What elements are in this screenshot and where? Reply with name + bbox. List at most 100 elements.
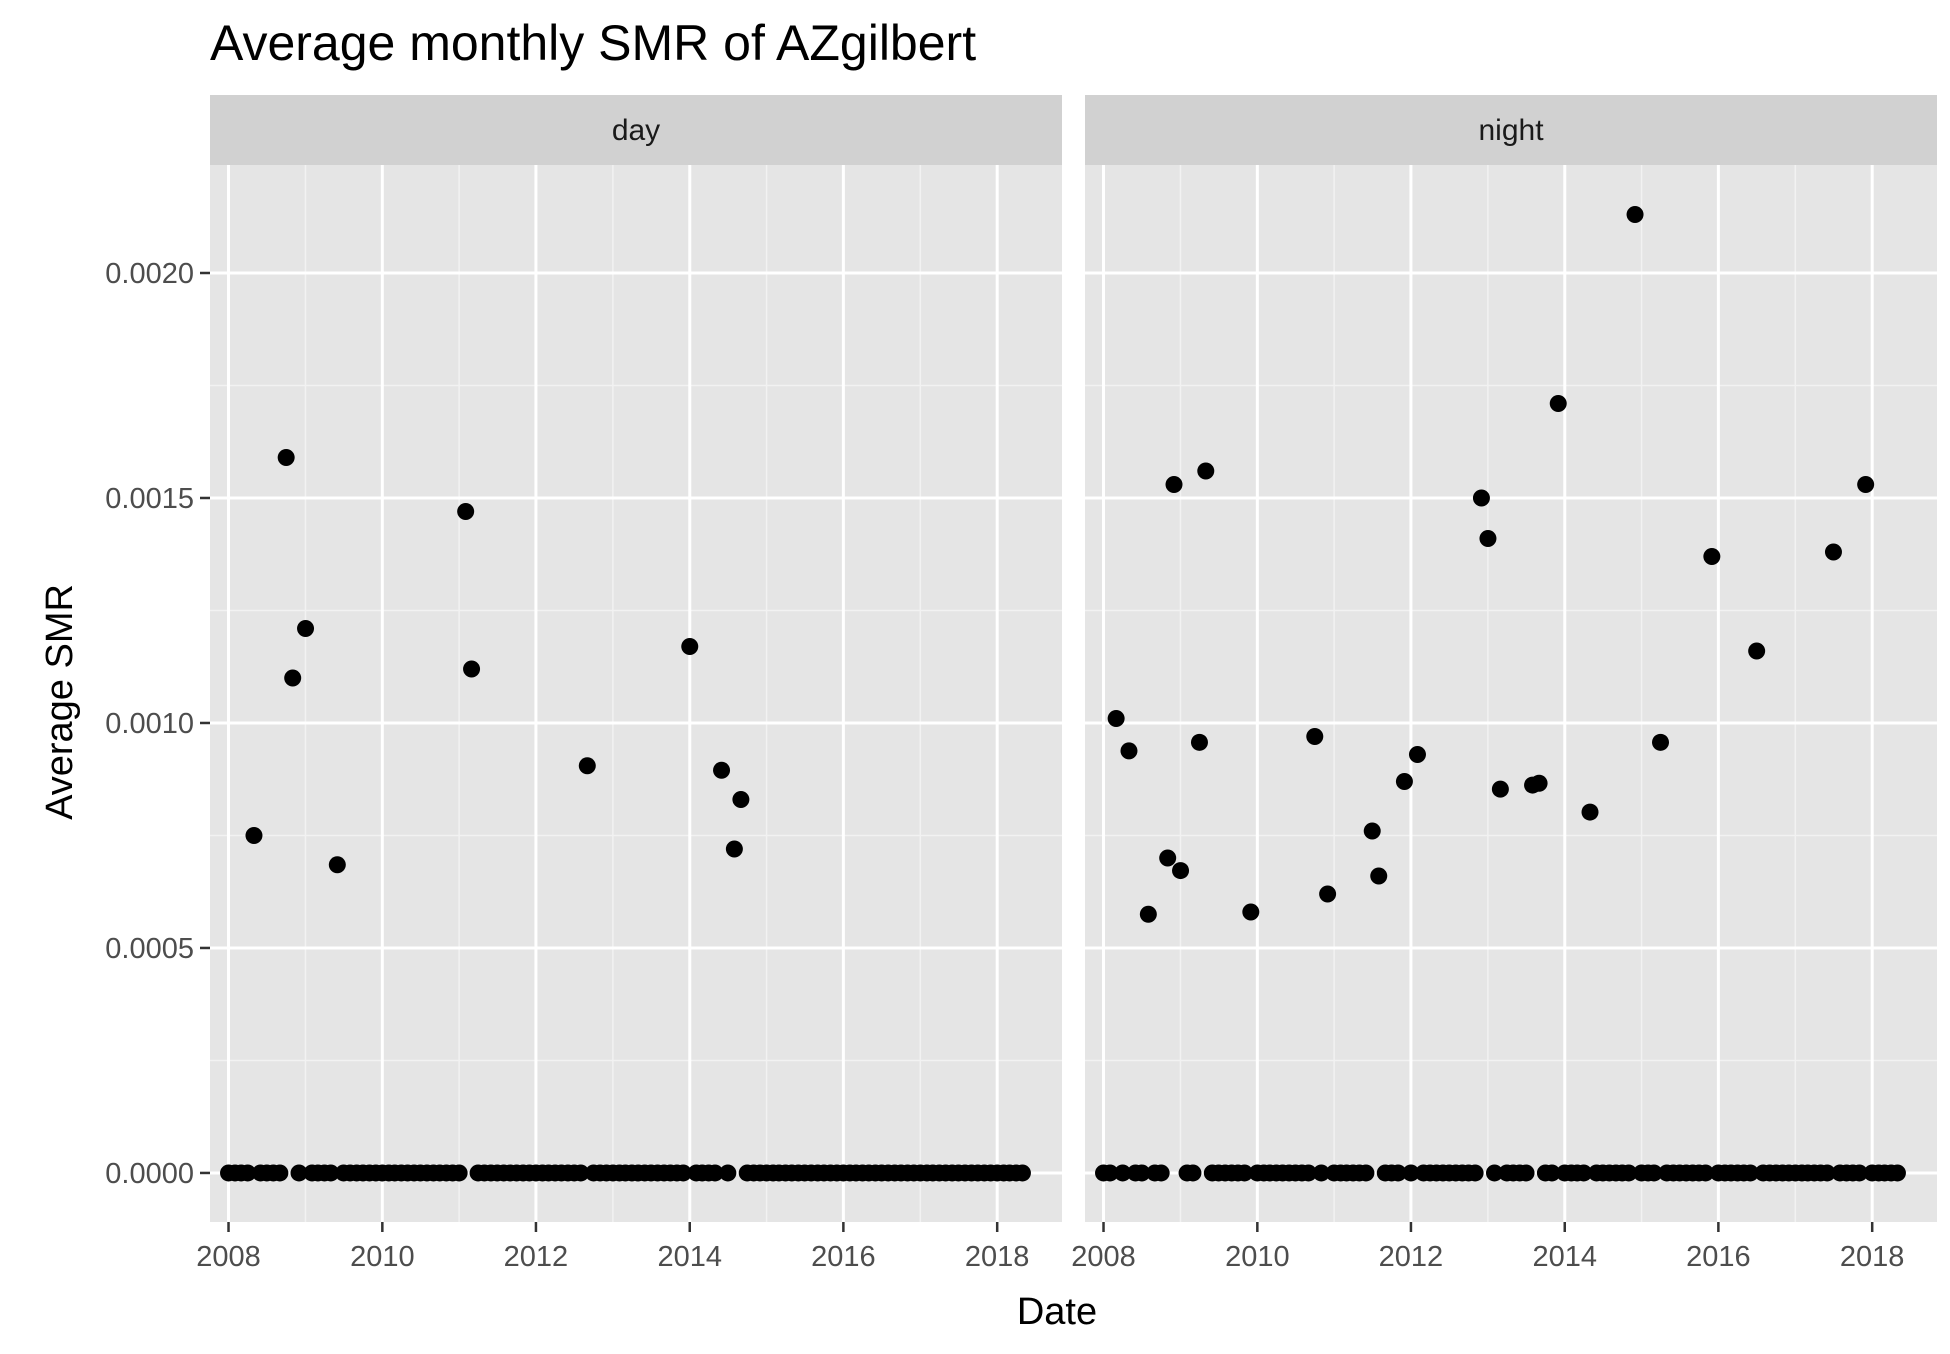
x-axes: 2008 2010 2012 2014 2016 2018 2008 2010 2012 2014… [196, 1222, 1904, 1273]
data-point [1152, 1164, 1170, 1182]
data-point [1120, 742, 1138, 760]
y-tick-label: 0.0005 [105, 933, 194, 965]
data-point [1472, 489, 1490, 507]
data-point [1107, 709, 1125, 727]
data-point [1703, 547, 1721, 565]
data-point [719, 1164, 737, 1182]
data-point [681, 637, 699, 655]
data-point [290, 1164, 308, 1182]
x-tick-label: 2008 [1071, 1241, 1136, 1273]
x-tick-label: 2012 [1379, 1241, 1444, 1273]
data-point [1101, 1164, 1119, 1182]
data-point [1818, 1164, 1836, 1182]
data-point [328, 856, 346, 874]
data-point [1652, 733, 1670, 751]
data-point [239, 1164, 257, 1182]
facet-strip [210, 95, 1062, 165]
data-point [1626, 205, 1644, 223]
x-tick-label: 2014 [658, 1241, 723, 1273]
y-tick-label: 0.0015 [105, 483, 194, 515]
data-point [572, 1164, 590, 1182]
data-point [1620, 1164, 1638, 1182]
data-point [1312, 1164, 1330, 1182]
data-point [1748, 642, 1766, 660]
data-point [578, 757, 596, 775]
facet-panel-night: night [1085, 95, 1937, 1222]
x-tick-label: 2008 [196, 1241, 261, 1273]
data-point [463, 660, 481, 678]
data-point [297, 619, 315, 637]
data-point [1306, 727, 1324, 745]
data-point [1408, 745, 1426, 763]
data-point [713, 761, 731, 779]
data-point [1013, 1164, 1031, 1182]
data-point [1517, 1164, 1535, 1182]
x-tick-label: 2012 [504, 1241, 569, 1273]
x-tick-label: 2014 [1533, 1241, 1598, 1273]
data-point [1319, 885, 1337, 903]
data-point [1466, 1164, 1484, 1182]
data-point [1485, 1164, 1503, 1182]
x-tick-label: 2018 [1840, 1241, 1905, 1273]
data-point [1530, 774, 1548, 792]
data-point [1479, 529, 1497, 547]
x-tick-label: 2010 [350, 1241, 415, 1273]
panel-background [210, 165, 1062, 1222]
data-point [1645, 1164, 1663, 1182]
x-tick-label: 2018 [965, 1241, 1030, 1273]
y-tick-label: 0.0000 [105, 1158, 194, 1190]
x-tick-label: 2010 [1225, 1241, 1290, 1273]
x-tick-label: 2016 [1686, 1241, 1751, 1273]
data-point [245, 826, 263, 844]
data-point [1395, 772, 1413, 790]
data-point [284, 669, 302, 687]
facet-strip-label: night [1478, 114, 1544, 147]
data-point [1363, 822, 1381, 840]
data-point [322, 1164, 340, 1182]
data-point [1549, 394, 1567, 412]
data-point [1741, 1164, 1759, 1182]
data-point [1389, 1164, 1407, 1182]
y-tick-label: 0.0010 [105, 708, 194, 740]
data-point [457, 502, 475, 520]
data-point [1242, 903, 1260, 921]
data-point [732, 790, 750, 808]
facet-strip-label: day [612, 114, 660, 147]
facet-panels: day night [210, 95, 1937, 1222]
data-point [1370, 867, 1388, 885]
data-point [271, 1164, 289, 1182]
data-point [706, 1164, 724, 1182]
data-point [725, 840, 743, 858]
data-point [1697, 1164, 1715, 1182]
facet-panel-day: day [210, 95, 1062, 1222]
data-point [1139, 905, 1157, 923]
data-point [1543, 1164, 1561, 1182]
data-point [1575, 1164, 1593, 1182]
data-point [1491, 780, 1509, 798]
data-point [1857, 475, 1875, 493]
data-point [1888, 1164, 1906, 1182]
data-point [1190, 733, 1208, 751]
data-point [1133, 1164, 1151, 1182]
data-point [1402, 1164, 1420, 1182]
chart-title: Average monthly SMR of AZgilbert [210, 15, 976, 71]
data-point [450, 1164, 468, 1182]
data-point [1165, 475, 1183, 493]
data-point [1824, 543, 1842, 561]
y-tick-label: 0.0020 [105, 258, 194, 290]
data-point [1581, 803, 1599, 821]
data-point [1184, 1164, 1202, 1182]
data-point [1114, 1164, 1132, 1182]
data-point [1159, 849, 1177, 867]
data-point [277, 448, 295, 466]
panel-background [1085, 165, 1937, 1222]
data-point [1850, 1164, 1868, 1182]
x-tick-label: 2016 [811, 1241, 876, 1273]
data-point [1236, 1164, 1254, 1182]
facet-strip [1085, 95, 1937, 165]
x-axis-title: Date [1017, 1291, 1097, 1333]
data-point [1197, 462, 1215, 480]
data-point [1357, 1164, 1375, 1182]
